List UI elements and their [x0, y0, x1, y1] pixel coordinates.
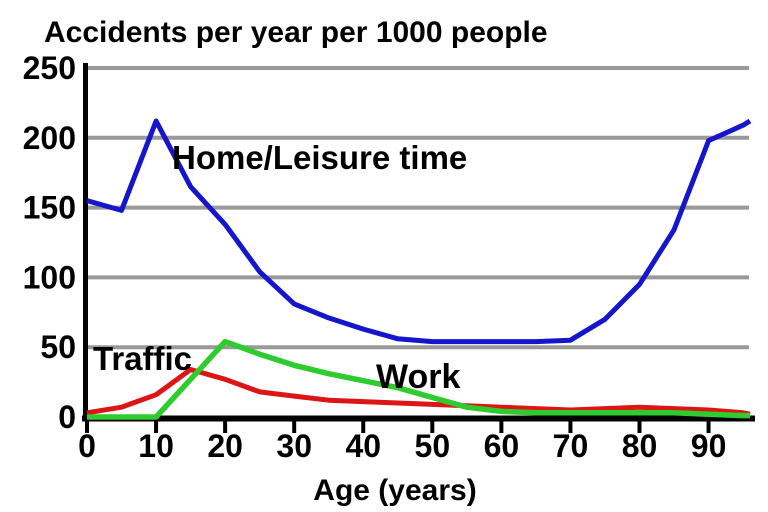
y-tick-label-250: 250	[23, 50, 76, 86]
x-tick-label-10: 10	[138, 428, 174, 464]
x-tick-label-60: 60	[484, 428, 520, 464]
series-line-traffic	[86, 367, 751, 417]
x-tick-label-70: 70	[553, 428, 589, 464]
x-tick-label-50: 50	[415, 428, 451, 464]
series-label-home-leisure: Home/Leisure time	[172, 139, 467, 176]
series-line-work	[87, 338, 750, 420]
x-tick-label-80: 80	[622, 428, 658, 464]
x-tick-label-0: 0	[78, 428, 96, 464]
chart-title: Accidents per year per 1000 people	[44, 16, 548, 49]
y-tick-label-0: 0	[58, 399, 76, 435]
gridlines-layer	[87, 66, 749, 350]
x-tick-label-30: 30	[276, 428, 312, 464]
y-tick-label-200: 200	[23, 120, 76, 156]
y-tick-label-100: 100	[23, 259, 76, 295]
series-line-home-leisure-time	[86, 118, 752, 345]
series-label-traffic: Traffic	[93, 340, 192, 377]
y-tick-label-50: 50	[40, 329, 76, 365]
y-tick-label-150: 150	[23, 190, 76, 226]
x-tick-label-90: 90	[691, 428, 727, 464]
x-tick-marks-layer	[85, 421, 711, 433]
x-tick-label-40: 40	[345, 428, 381, 464]
series-label-work: Work	[376, 358, 460, 396]
x-tick-label-20: 20	[207, 428, 243, 464]
x-tick-labels-layer: 0 10 20 30 40 50 60 70 80 90	[78, 428, 726, 464]
series-lines-layer	[86, 118, 752, 420]
axes-layer	[82, 63, 755, 422]
y-tick-labels-layer: 0 50 100 150 200 250	[23, 50, 76, 435]
x-axis-title: Age (years)	[313, 474, 476, 507]
